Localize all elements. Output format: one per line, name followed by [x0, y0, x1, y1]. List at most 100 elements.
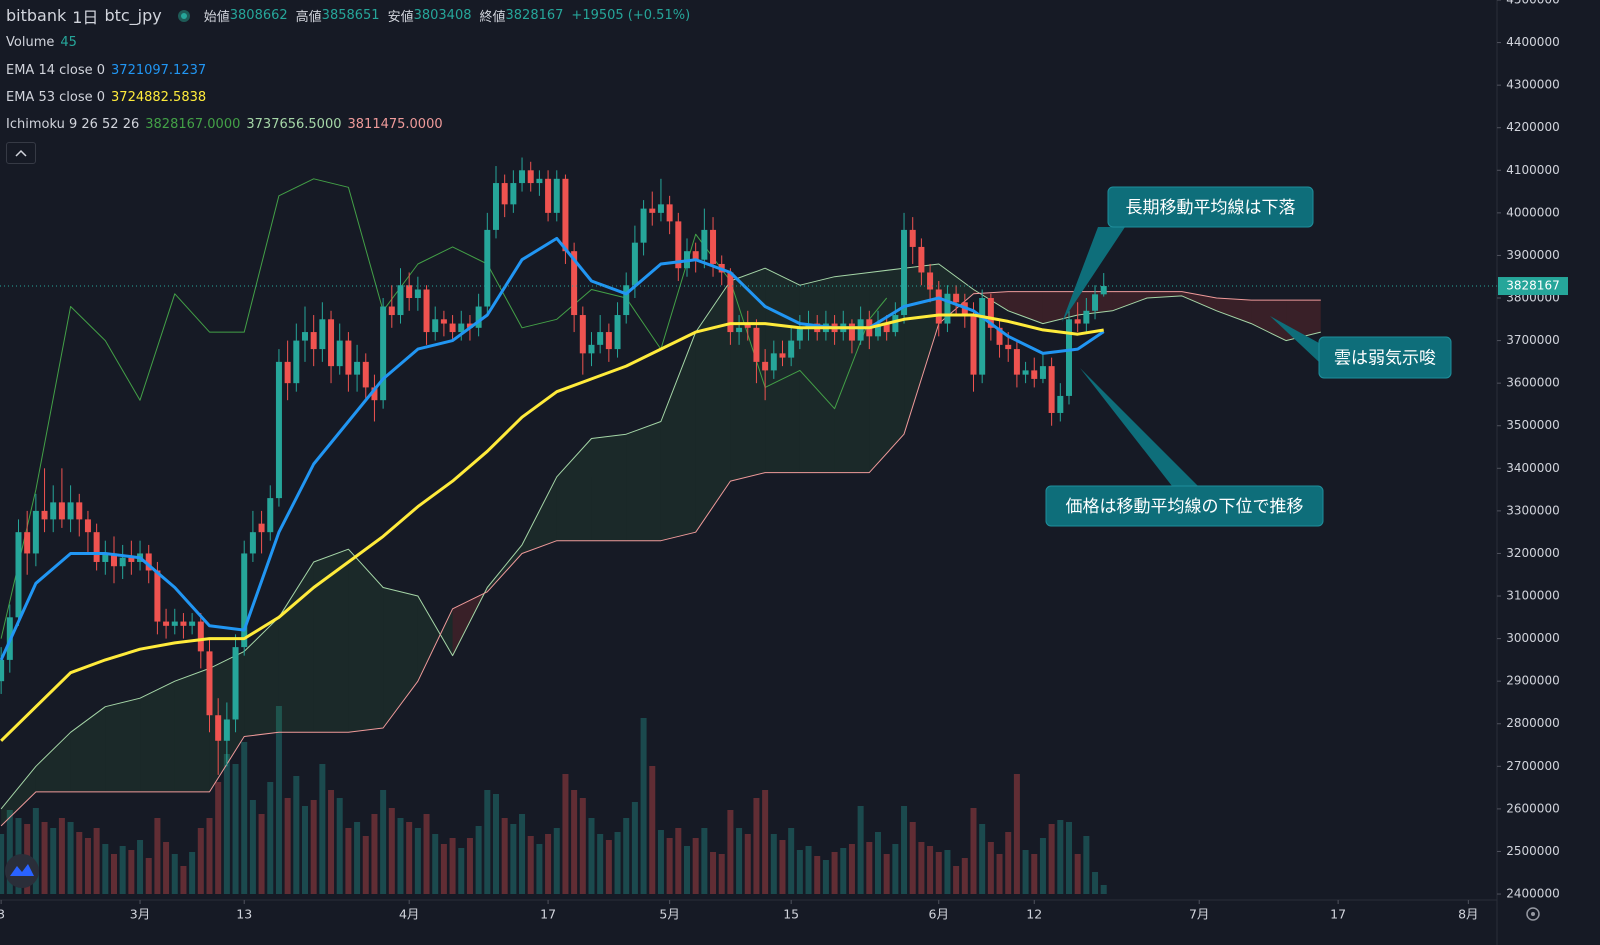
volume-bar: [571, 790, 578, 894]
volume-bar: [137, 840, 144, 894]
collapse-button[interactable]: [6, 142, 36, 165]
volume-bar: [796, 850, 803, 894]
candle-body: [623, 285, 630, 316]
volume-bar: [918, 842, 925, 894]
volume-bar: [380, 790, 387, 894]
callout-box: [1107, 186, 1314, 228]
cloud-fill: [626, 421, 661, 541]
candle-body: [328, 319, 335, 367]
candle-body: [32, 510, 39, 554]
volume-bar: [432, 834, 439, 894]
y-tick-label: 2600000: [1506, 801, 1559, 815]
volume-bar: [406, 822, 413, 894]
candle-body: [154, 570, 161, 622]
candle-body: [588, 344, 595, 354]
candle-body: [41, 510, 48, 520]
candle-body: [293, 340, 300, 384]
candle-body: [579, 315, 586, 354]
volume-bar: [1048, 824, 1055, 894]
candle-body: [128, 557, 135, 562]
candle-body: [953, 293, 960, 303]
volume-bar: [328, 790, 335, 894]
volume-bar: [223, 754, 230, 894]
cloud-fill: [244, 617, 279, 737]
high-value: 3858651: [321, 8, 380, 24]
volume-bar: [857, 806, 864, 894]
volume-bar: [553, 828, 560, 894]
volume-bar: [58, 818, 65, 894]
volume-bar: [362, 836, 369, 894]
volume-bar: [527, 836, 534, 894]
volume-bar: [640, 718, 647, 894]
candle-body: [987, 298, 994, 328]
candle-body: [970, 315, 977, 375]
volume-bar: [762, 790, 769, 894]
legend: bitbank 1日 btc_jpy 始値 3808662 高値 3858651 安…: [6, 2, 698, 165]
candle-body: [145, 553, 152, 571]
volume-bar: [848, 844, 855, 894]
candle-body: [380, 306, 387, 401]
candle-body: [996, 327, 1003, 345]
header-row: bitbank 1日 btc_jpy 始値 3808662 高値 3858651 安…: [6, 2, 698, 29]
status-dot: [177, 9, 190, 22]
ema-legend: EMA 14 close 0 3721097.1237: [6, 57, 698, 84]
volume-bar: [310, 800, 317, 894]
ema-line: [0, 313, 1104, 742]
y-tick-label: 3100000: [1506, 589, 1559, 603]
volume-bar: [736, 828, 743, 894]
y-tick-label: 4200000: [1506, 120, 1559, 134]
candle-body: [58, 502, 65, 520]
cloud-fill: [522, 476, 557, 554]
candle-body: [935, 289, 942, 324]
candle-body: [354, 361, 361, 375]
y-tick-label: 2700000: [1506, 759, 1559, 773]
volume-bar: [119, 846, 126, 894]
candle-body: [788, 340, 795, 358]
volume-bar: [840, 848, 847, 894]
volume-bar: [67, 822, 74, 894]
low-value: 3803408: [413, 8, 472, 24]
candle-body: [284, 361, 291, 384]
volume-bar: [631, 802, 638, 894]
candle-body: [432, 319, 439, 333]
candle-body: [553, 178, 560, 213]
candle-body: [163, 621, 170, 626]
callout-text: 長期移動平均線は下落: [1126, 198, 1296, 218]
y-tick-label: 4100000: [1506, 163, 1559, 177]
volume-bar: [0, 834, 5, 894]
candle-body: [197, 621, 204, 652]
candle-body: [275, 361, 282, 499]
candle-body: [649, 208, 656, 213]
y-tick-label: 4300000: [1506, 78, 1559, 92]
volume-bar: [466, 838, 473, 894]
x-tick-label: 15: [783, 907, 799, 922]
volume-bar: [301, 806, 308, 894]
volume-bar: [41, 822, 48, 894]
ema-line: [0, 236, 1105, 661]
candle-body: [110, 553, 117, 567]
y-tick-label: 4500000: [1506, 0, 1559, 7]
candle-body: [15, 532, 22, 618]
candle-body: [701, 229, 708, 260]
candle-body: [545, 178, 552, 213]
cloud-fill: [174, 668, 210, 792]
volume-bar: [354, 822, 361, 894]
volume-bar: [50, 828, 57, 894]
candle-body: [874, 323, 881, 337]
volume-bar: [1083, 836, 1090, 894]
candle-body: [892, 315, 899, 333]
volume-name: Volume: [6, 35, 55, 51]
candle-body: [67, 502, 74, 520]
price-label: 3828167: [1506, 279, 1559, 293]
settings-icon-core: [1531, 912, 1535, 916]
volume-bar: [397, 818, 404, 894]
volume-bar: [154, 818, 161, 894]
volume-bar: [953, 866, 960, 894]
cloud-fill: [660, 332, 696, 541]
volume-bar: [197, 828, 204, 894]
volume-bar: [519, 814, 526, 894]
x-tick-label: 5月: [659, 907, 679, 922]
cloud-fill: [383, 587, 418, 729]
volume-bar: [701, 828, 708, 894]
close-label: 終値: [479, 10, 506, 26]
